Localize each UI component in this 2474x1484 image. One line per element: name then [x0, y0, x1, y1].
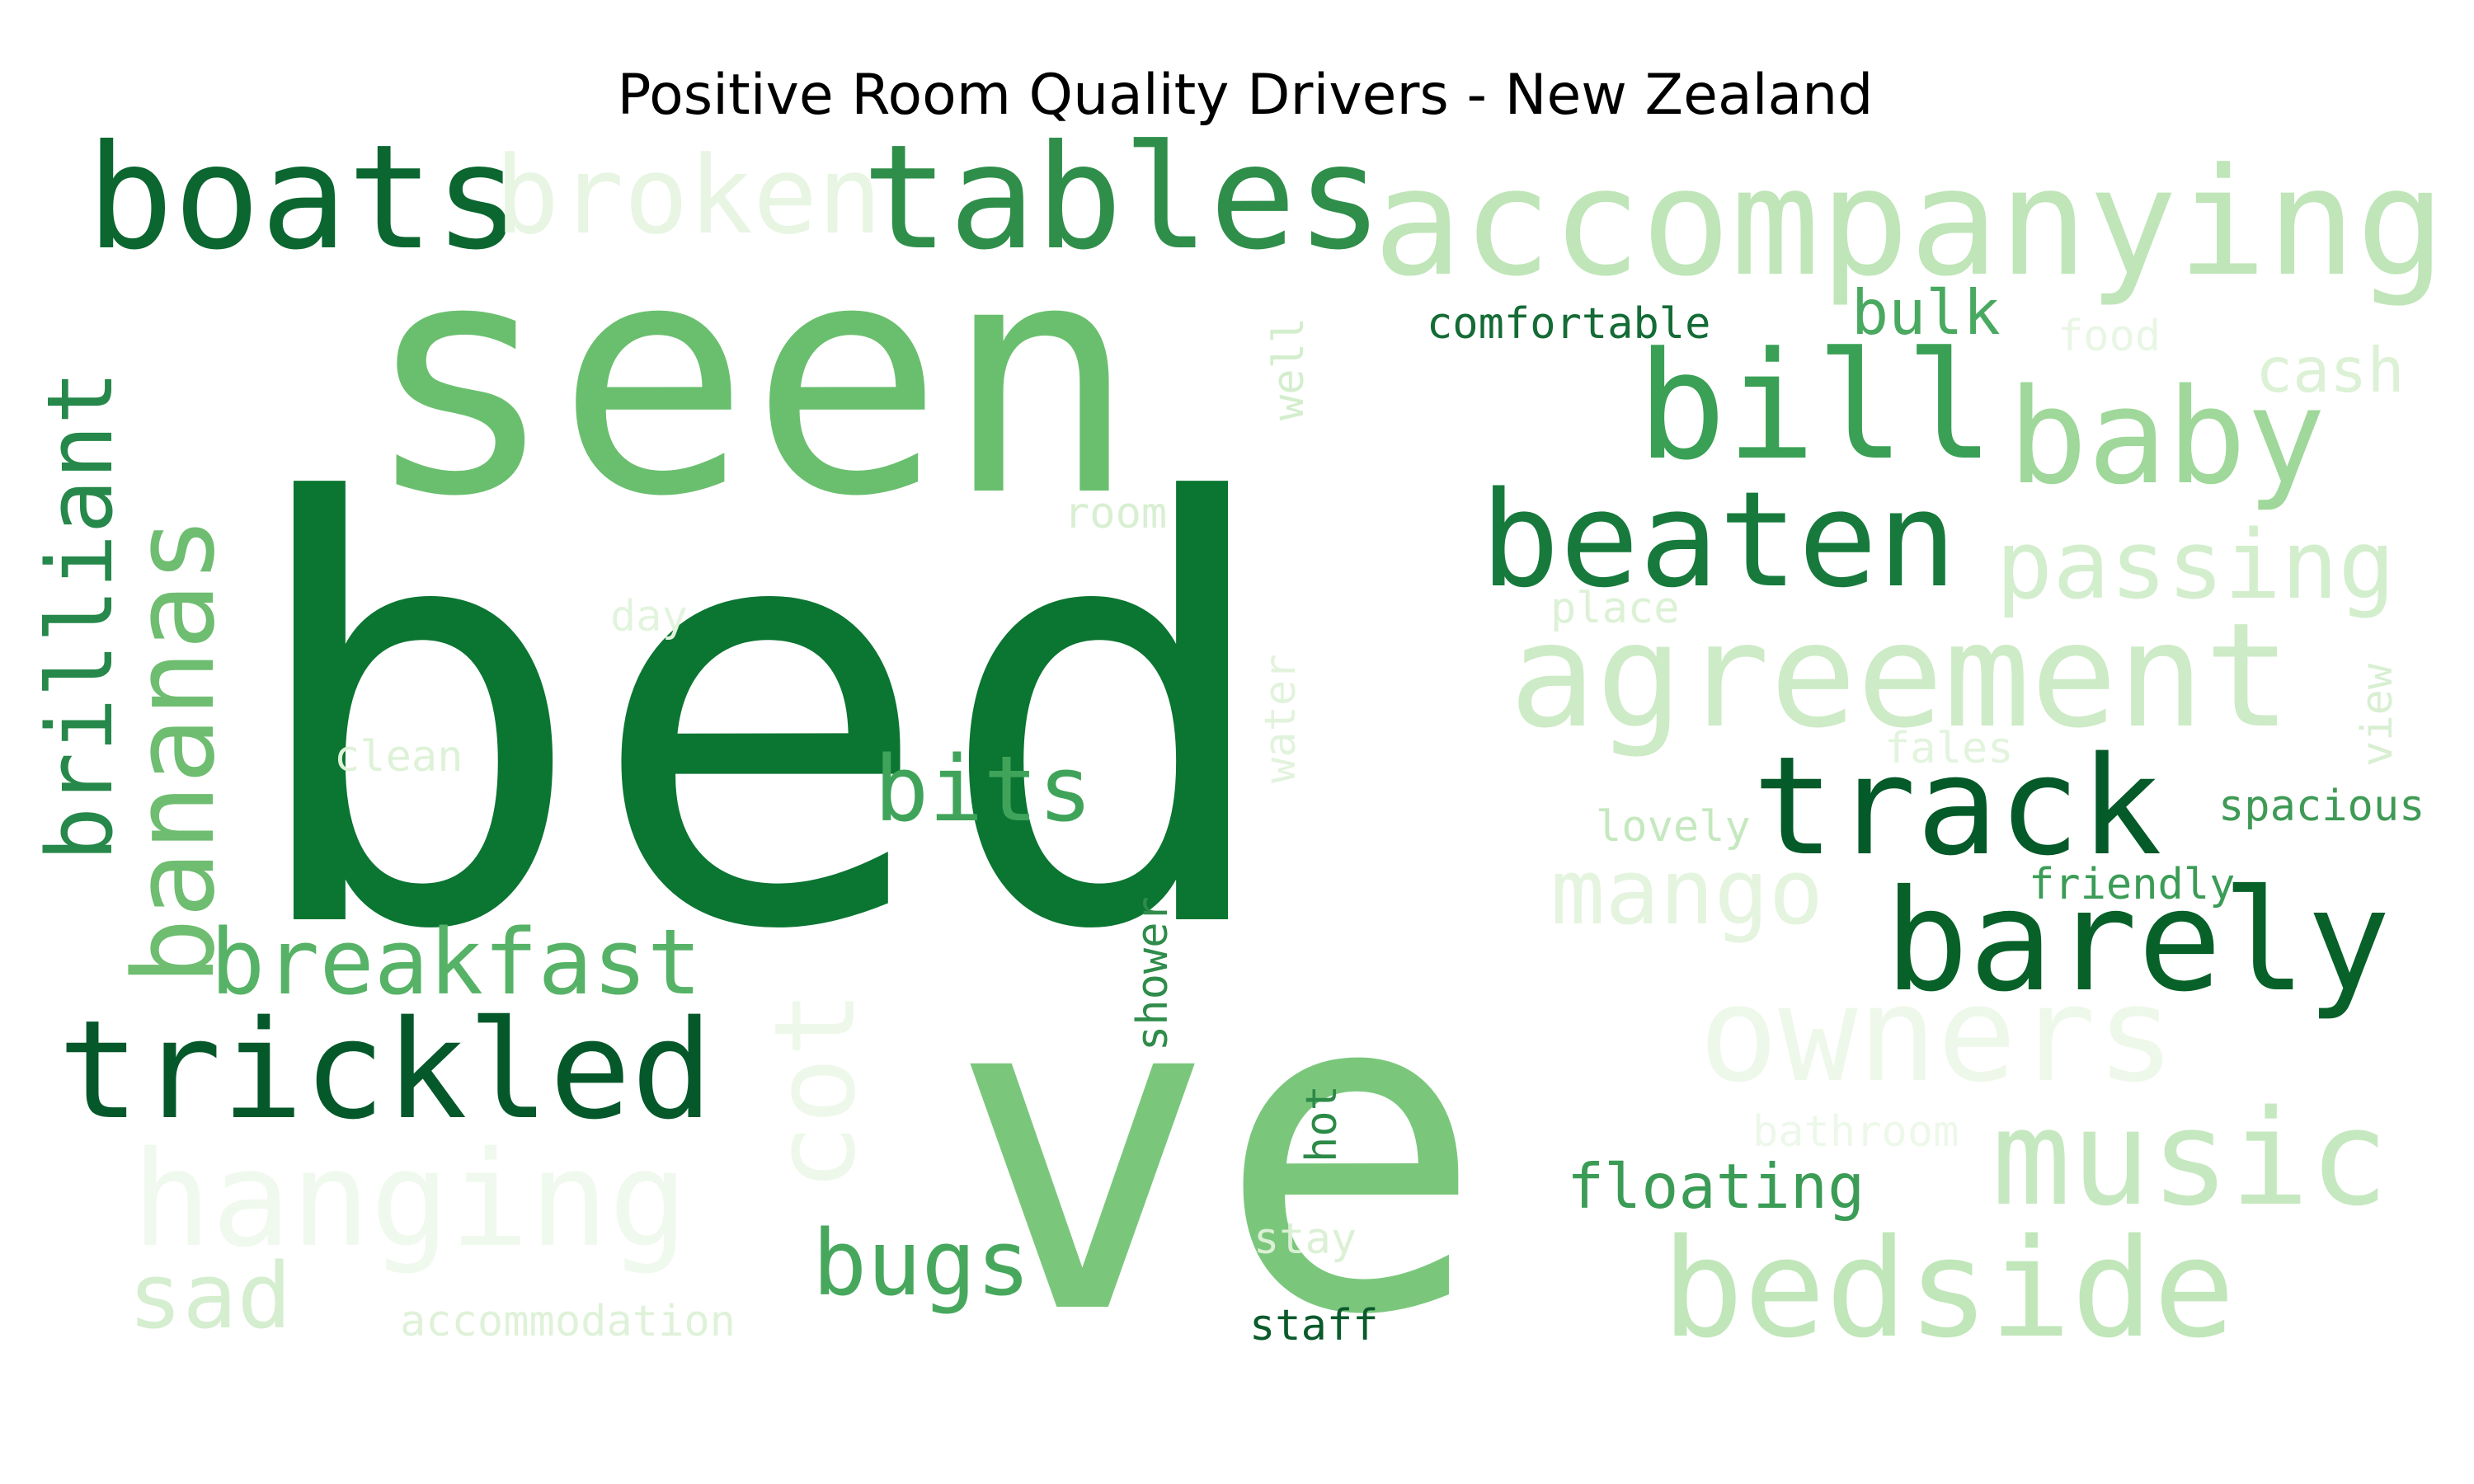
word-baby: baby: [2008, 359, 2326, 514]
word-bulk: bulk: [1851, 276, 2001, 349]
word-accompanying: accompanying: [1373, 137, 2445, 309]
word-ve: ve: [948, 895, 1484, 1412]
word-owners: owners: [1699, 957, 2175, 1111]
word-agreement: agreement: [1509, 593, 2291, 760]
word-place: place: [1550, 584, 1680, 633]
word-view: view: [2353, 663, 2402, 767]
word-boats: boats: [87, 115, 521, 282]
chart-title: Positive Room Quality Drivers - New Zeal…: [617, 63, 1874, 128]
word-breakfast: breakfast: [210, 909, 702, 1015]
word-cot: cot: [750, 990, 880, 1191]
word-room: room: [1064, 489, 1167, 538]
word-music: music: [1992, 1081, 2389, 1235]
word-bill: bill: [1637, 321, 1994, 493]
word-lovely: lovely: [1596, 802, 1751, 852]
word-hot: hot: [1297, 1085, 1347, 1162]
word-broken: broken: [495, 133, 882, 258]
word-day: day: [610, 592, 688, 641]
word-floating: floating: [1567, 1150, 1865, 1223]
word-friendly: friendly: [2029, 860, 2235, 909]
word-trickled: trickled: [58, 991, 713, 1149]
word-bugs: bugs: [812, 1210, 1031, 1316]
word-barely: barely: [1884, 860, 2391, 1023]
word-bananas: bananas: [110, 516, 239, 985]
word-clean: clean: [334, 732, 463, 782]
word-comfortable: comfortable: [1427, 299, 1710, 349]
word-staff: staff: [1249, 1301, 1379, 1350]
word-mango: mango: [1550, 839, 1823, 945]
word-shower: shower: [1128, 896, 1178, 1051]
word-beaten: beaten: [1480, 463, 1957, 617]
word-brilliant: brilliant: [27, 370, 133, 862]
word-bedside: bedside: [1662, 1209, 2235, 1368]
word-stay: stay: [1253, 1214, 1357, 1264]
word-accommodation: accommodation: [400, 1297, 736, 1346]
word-well: well: [1264, 317, 1314, 420]
word-cash: cash: [2255, 334, 2405, 406]
word-track: track: [1752, 727, 2162, 885]
word-fales: fales: [1884, 724, 2014, 773]
word-bathroom: bathroom: [1752, 1107, 1959, 1157]
word-passing: passing: [1996, 510, 2396, 621]
word-food: food: [2058, 312, 2161, 361]
word-bits: bits: [874, 736, 1093, 842]
word-hanging: hanging: [132, 1122, 688, 1276]
word-spacious: spacious: [2218, 782, 2425, 831]
word-seen: seen: [363, 192, 1137, 566]
word-bed: bed: [239, 384, 1282, 1056]
word-sad: sad: [128, 1243, 292, 1349]
word-tables: tables: [862, 115, 1383, 282]
word-water: water: [1256, 654, 1305, 783]
